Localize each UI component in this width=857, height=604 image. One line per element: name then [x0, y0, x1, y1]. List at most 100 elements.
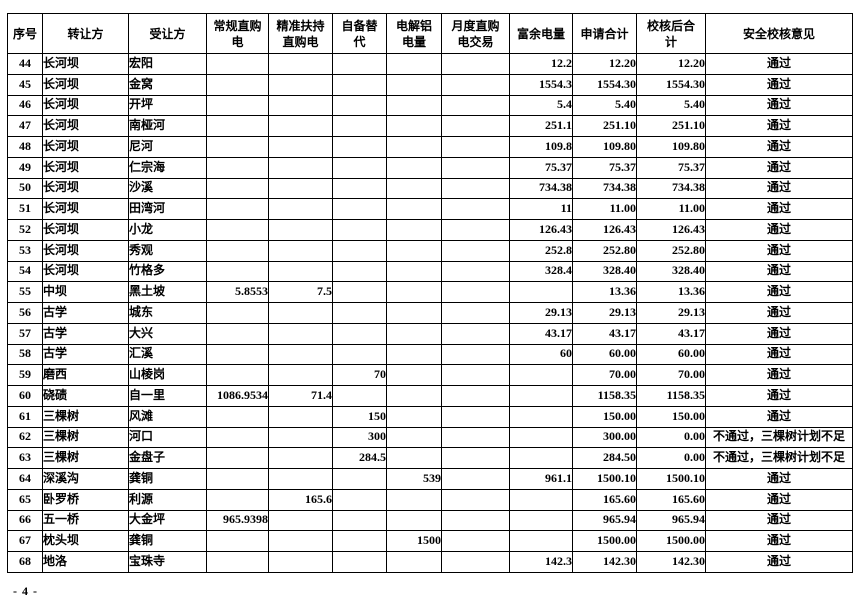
table-cell-regular-direct [206, 53, 269, 75]
page-number: - 4 - [13, 584, 38, 598]
table-cell-precise-support [268, 239, 333, 262]
table-cell-aluminum-power [386, 322, 442, 345]
table-cell-precise-support [268, 136, 333, 158]
table-cell-regular-direct [206, 447, 269, 469]
table-cell-monthly-trade [441, 73, 510, 96]
table-cell-transferee: 风滩 [128, 405, 207, 428]
column-header-aluminum-power: 电解铝 电量 [386, 13, 442, 54]
column-header-text: 月度直购 [451, 18, 500, 33]
column-header-text: 富余电量 [516, 26, 565, 41]
table-cell-safety-opinion: 通过 [705, 322, 853, 345]
column-header-transferee: 受让方 [128, 13, 207, 54]
table-cell-self-substitute [332, 239, 387, 262]
table-cell-transferor: 枕头坝 [42, 530, 129, 552]
table-cell-surplus-power: 328.4 [509, 260, 573, 283]
table-cell-self-substitute [332, 530, 387, 552]
table-cell-transferee: 大兴 [128, 322, 207, 345]
table-cell-transferee: 金窝 [128, 73, 207, 96]
table-row: 49 长河坝 仁宗海 75.37 75.37 75.37 通过 [7, 156, 853, 179]
table-cell-surplus-power: 142.3 [509, 551, 573, 573]
table-cell-self-substitute [332, 385, 387, 407]
table-cell-transferor: 长河坝 [42, 219, 129, 241]
table-cell-self-substitute: 70 [332, 364, 387, 386]
table-cell-regular-direct [206, 156, 269, 179]
table-cell-precise-support [268, 509, 333, 532]
table-cell-verified-total: 1500.00 [636, 530, 706, 552]
table-cell-regular-direct: 5.8553 [206, 281, 269, 303]
table-cell-transferor: 长河坝 [42, 260, 129, 283]
table-cell-verified-total: 0.00 [636, 447, 706, 469]
table-cell-safety-opinion: 不通过，三棵树计划不足 [705, 426, 853, 449]
table-cell-aluminum-power [386, 115, 442, 137]
column-header-serial: 序号 [7, 13, 43, 54]
table-cell-aluminum-power [386, 509, 442, 532]
table-cell-serial: 46 [7, 94, 43, 117]
table-cell-safety-opinion: 通过 [705, 281, 853, 303]
table-cell-self-substitute [332, 219, 387, 241]
table-cell-regular-direct [206, 94, 269, 117]
table-cell-monthly-trade [441, 239, 510, 262]
table-cell-serial: 44 [7, 53, 43, 75]
table-cell-verified-total: 60.00 [636, 343, 706, 366]
table-cell-self-substitute [332, 488, 387, 511]
table-cell-applied-total: 109.80 [572, 136, 637, 158]
column-header-safety-opinion: 安全校核意见 [705, 13, 853, 54]
column-header-text: 申请合计 [580, 26, 629, 41]
column-header-text: 计 [664, 34, 677, 49]
column-header-text: 电量 [401, 34, 426, 49]
table-cell-transferor: 长河坝 [42, 94, 129, 117]
table-cell-transferor: 古学 [42, 302, 129, 324]
table-cell-transferee: 南桠河 [128, 115, 207, 137]
table-cell-serial: 60 [7, 385, 43, 407]
table-row: 47 长河坝 南桠河 251.1 251.10 251.10 通过 [7, 115, 853, 137]
table-row: 64 深溪沟 龚铜 539 961.1 1500.10 1500.10 通过 [7, 468, 853, 490]
table-cell-applied-total: 965.94 [572, 509, 637, 532]
table-cell-transferor: 三棵树 [42, 426, 129, 449]
table-cell-regular-direct [206, 115, 269, 137]
table-cell-safety-opinion: 通过 [705, 53, 853, 75]
table-cell-regular-direct [206, 426, 269, 449]
table-cell-transferee: 仁宗海 [128, 156, 207, 179]
table-cell-aluminum-power [386, 281, 442, 303]
column-header-text: 转让方 [67, 26, 104, 41]
table-cell-aluminum-power [386, 260, 442, 283]
table-cell-aluminum-power [386, 447, 442, 469]
column-header-text: 受让方 [149, 26, 186, 41]
table-cell-monthly-trade [441, 156, 510, 179]
table-cell-verified-total: 328.40 [636, 260, 706, 283]
table-cell-applied-total: 1554.30 [572, 73, 637, 96]
table-cell-precise-support [268, 302, 333, 324]
table-row: 58 古学 汇溪 60 60.00 60.00 通过 [7, 343, 853, 366]
table-cell-applied-total: 1500.10 [572, 468, 637, 490]
table-cell-precise-support: 7.5 [268, 281, 333, 303]
table-cell-monthly-trade [441, 198, 510, 220]
table-row: 48 长河坝 尼河 109.8 109.80 109.80 通过 [7, 136, 853, 158]
table-cell-monthly-trade [441, 177, 510, 200]
table-cell-verified-total: 70.00 [636, 364, 706, 386]
table-cell-applied-total: 1158.35 [572, 385, 637, 407]
table-cell-self-substitute: 284.5 [332, 447, 387, 469]
table-cell-aluminum-power [386, 488, 442, 511]
table-cell-applied-total: 1500.00 [572, 530, 637, 552]
table-cell-surplus-power [509, 530, 573, 552]
column-header-applied-total: 申请合计 [572, 13, 637, 54]
table-cell-serial: 65 [7, 488, 43, 511]
table-header: 序号 转让方 受让方 常规直购电精准扶持 直购电 自备替代电解铝 电量 月度直购 电交易 富余电量… [7, 13, 853, 54]
table-cell-transferee: 黑土坡 [128, 281, 207, 303]
table-cell-transferor: 长河坝 [42, 136, 129, 158]
table-cell-serial: 52 [7, 219, 43, 241]
header-row: 序号 转让方 受让方 常规直购电精准扶持 直购电 自备替代电解铝 电量 月度直购 电交易 富余电量… [7, 13, 853, 54]
table-cell-safety-opinion: 通过 [705, 385, 853, 407]
table-cell-safety-opinion: 通过 [705, 198, 853, 220]
table-cell-regular-direct [206, 551, 269, 573]
table-cell-precise-support: 165.6 [268, 488, 333, 511]
table-cell-safety-opinion: 通过 [705, 405, 853, 428]
table-row: 50 长河坝 沙溪 734.38 734.38 734.38 通过 [7, 177, 853, 200]
table-cell-serial: 45 [7, 73, 43, 96]
table-row: 61 三棵树 风滩 150 150.00 150.00 通过 [7, 405, 853, 428]
table-cell-serial: 47 [7, 115, 43, 137]
column-header-precise-support: 精准扶持 直购电 [268, 13, 333, 54]
table-cell-transferee: 龚铜 [128, 530, 207, 552]
table-cell-surplus-power [509, 364, 573, 386]
